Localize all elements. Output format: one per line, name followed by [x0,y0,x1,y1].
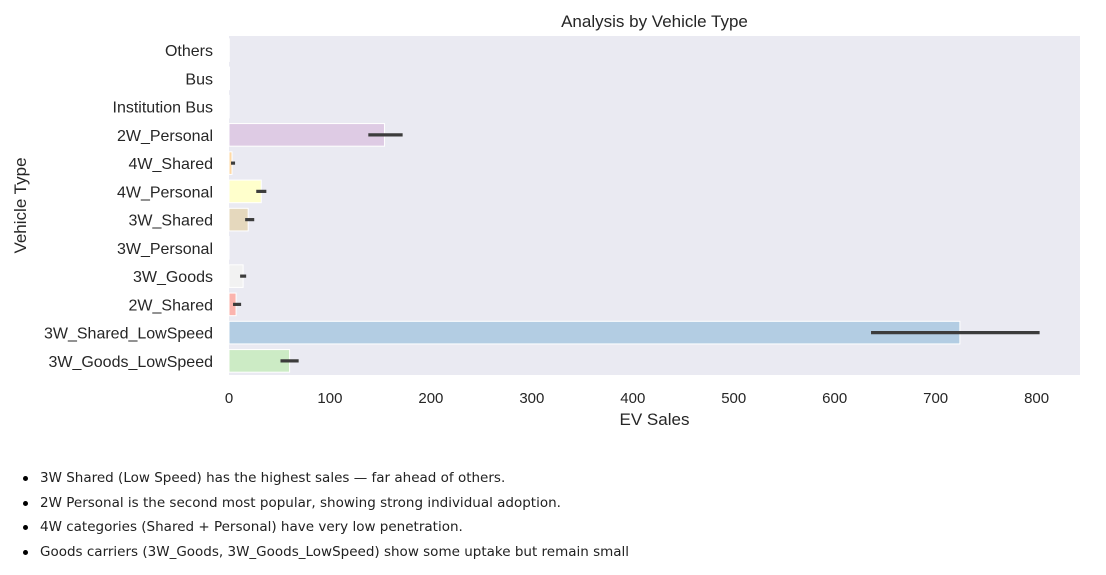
x-tick-label: 500 [721,390,746,407]
x-tick-label: 400 [620,390,645,407]
y-tick-label: 3W_Shared [129,213,214,230]
y-tick-label: 2W_Shared [129,297,214,314]
y-axis-label: Vehicle Type [11,157,30,253]
observation-item: 3W Shared (Low Speed) has the highest sa… [22,466,629,491]
bar-3w-shared-lowspeed [228,320,961,345]
y-tick-labels: Others Bus Institution Bus 2W_Personal 4W_Sh… [44,43,213,371]
observation-item: 4W categories (Shared + Personal) have v… [22,515,629,540]
x-axis-label: EV Sales [620,410,690,429]
bar-2w-personal [228,123,385,147]
x-tick-label: 700 [923,390,948,407]
y-tick-label: 2W_Personal [117,128,213,145]
y-tick-label: Bus [185,71,213,88]
y-tick-label: 3W_Goods [133,269,213,286]
y-tick-label: 3W_Shared_LowSpeed [44,326,213,343]
observation-item: Goods carriers (3W_Goods, 3W_Goods_LowSp… [22,540,629,565]
x-tick-label: 200 [418,390,443,407]
x-tick-label: 800 [1024,390,1049,407]
y-tick-label: 4W_Shared [129,156,214,173]
bars-layer [228,38,961,373]
y-tick-label: Institution Bus [113,100,214,117]
bar-chart: Others Bus Institution Bus 2W_Personal 4W_Sh… [11,12,1080,429]
chart-title: Analysis by Vehicle Type [561,12,748,31]
y-tick-label: 3W_Goods_LowSpeed [48,354,213,371]
y-tick-label: Others [165,43,213,60]
x-tick-label: 0 [225,390,233,407]
bar-bus [228,66,231,91]
plot-area [229,36,1080,375]
x-tick-labels: 0 100 200 300 400 500 600 700 800 [225,390,1049,407]
x-tick-label: 600 [822,390,847,407]
observation-item: 2W Personal is the second most popular, … [22,491,629,516]
error-bars-layer [231,133,1040,363]
y-tick-label: 4W_Personal [117,184,213,201]
x-tick-label: 300 [519,390,544,407]
observations-list: 3W Shared (Low Speed) has the highest sa… [22,466,629,564]
x-tick-label: 100 [317,390,342,407]
y-tick-label: 3W_Personal [117,241,213,258]
